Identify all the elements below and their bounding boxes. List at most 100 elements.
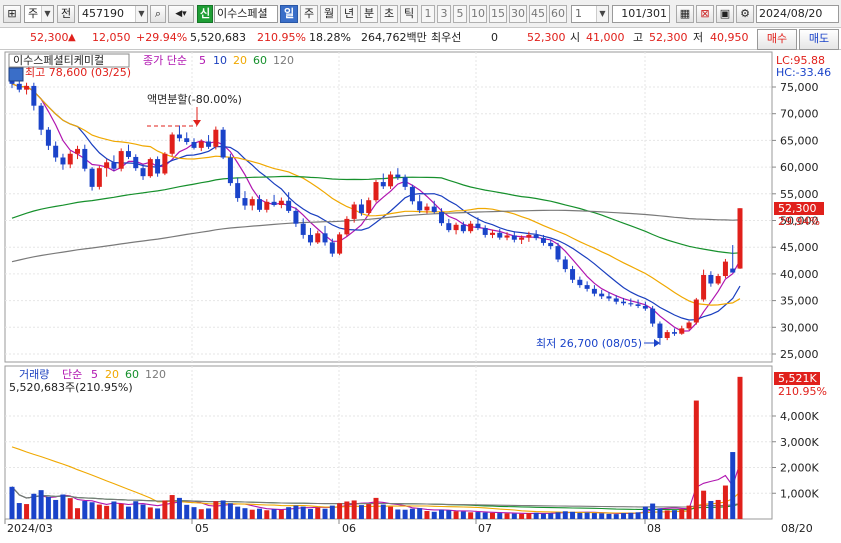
volume-bar <box>439 509 445 519</box>
last-vol-tag: 5,521K <box>778 372 817 385</box>
volume-bar <box>431 511 437 519</box>
chart-add-icon[interactable]: ⊠ <box>696 5 714 23</box>
volume-ma-60-label: 60 <box>125 368 139 381</box>
candle-body <box>82 148 88 169</box>
lc-value: LC:95.88 <box>776 54 825 67</box>
market-select-value: 주 <box>28 7 39 20</box>
candle-body <box>453 224 459 231</box>
ma-120-label: 120 <box>273 54 294 67</box>
interval-select[interactable]: 1 ▼ <box>571 5 609 23</box>
period-second[interactable]: 초 <box>380 5 398 23</box>
candle-body <box>380 182 386 187</box>
period-day[interactable]: 일 <box>280 5 298 23</box>
candle-body <box>278 200 284 206</box>
panel-menu-icon[interactable] <box>8 67 24 82</box>
interval-10[interactable]: 10 <box>469 5 487 23</box>
period-minute[interactable]: 분 <box>360 5 378 23</box>
volume-bar <box>373 497 379 519</box>
candle-body <box>679 328 685 334</box>
volume-title: 거래량 <box>19 368 49 381</box>
interval-15[interactable]: 15 <box>489 5 507 23</box>
volume-bar <box>722 485 728 519</box>
candle-body <box>482 227 488 235</box>
volume-bar <box>60 494 66 519</box>
stock-name-field[interactable]: 이수스페셜 <box>214 5 278 23</box>
save-icon[interactable]: ▣ <box>716 5 734 23</box>
stock-chart[interactable]: 75,000 70,000 65,000 60,000 55,000 50,000 45,0… <box>0 50 841 543</box>
price-tick-label: 30,000 <box>780 321 819 334</box>
volume-bar <box>380 504 386 519</box>
buy-button[interactable]: 매수 <box>757 29 797 50</box>
volume-bar <box>184 504 190 519</box>
speaker-icon[interactable]: ◀▾ <box>168 5 194 23</box>
volume-tick-label: 4,000K <box>780 410 819 423</box>
candle-body <box>176 134 182 139</box>
interval-60[interactable]: 60 <box>549 5 567 23</box>
volume-bar <box>562 511 568 519</box>
volume-bar <box>67 498 73 519</box>
high-price: 52,300 <box>649 31 688 44</box>
sell-button[interactable]: 매도 <box>799 29 839 50</box>
volume-bar <box>24 504 30 519</box>
market-select[interactable]: 주 ▼ <box>24 5 54 23</box>
chart-type-icon[interactable]: ⊞ <box>3 5 21 23</box>
code-input[interactable]: 457190 ▼ <box>78 5 148 23</box>
prev-button[interactable]: 전 <box>57 5 75 23</box>
candle-body <box>300 223 306 235</box>
interval-45[interactable]: 45 <box>529 5 547 23</box>
volume-bar <box>519 513 525 519</box>
candle-body <box>366 200 372 214</box>
volume-bar <box>38 490 44 519</box>
period-year[interactable]: 년 <box>340 5 358 23</box>
candle-body <box>67 153 73 165</box>
candle-body <box>439 211 445 224</box>
volume-bar <box>220 500 226 519</box>
interval-30[interactable]: 30 <box>509 5 527 23</box>
volume-bar <box>169 495 175 519</box>
period-month[interactable]: 월 <box>320 5 338 23</box>
chevron-down-icon: ▼ <box>41 6 53 22</box>
search-icon[interactable]: ⌕ <box>150 5 166 23</box>
data-counter-value: 101 <box>621 7 643 20</box>
volume-bar <box>621 513 627 519</box>
panel-title[interactable]: 이수스페셜티케미컬 <box>13 54 104 67</box>
x-label-06: 06 <box>342 522 356 535</box>
volume-bar <box>82 500 88 519</box>
candle-body <box>635 304 641 306</box>
volume-bar <box>409 508 415 519</box>
candle-body <box>489 232 495 235</box>
volume-bar <box>540 513 546 519</box>
date-field[interactable]: 2024/08/20 <box>756 5 839 23</box>
ma-60-label: 60 <box>253 54 267 67</box>
low-price: 40,950 <box>710 31 749 44</box>
panel-title-box[interactable] <box>8 53 130 68</box>
candle-body <box>693 299 699 323</box>
x-label-05: 05 <box>195 522 209 535</box>
volume-bar <box>322 508 328 519</box>
volume-ma-5-label: 5 <box>91 368 98 381</box>
candle-body <box>337 234 343 254</box>
volume-bar <box>358 505 364 519</box>
gear-icon[interactable]: ⚙ <box>736 5 754 23</box>
volume-bar <box>286 507 292 519</box>
data-counter-total: /301 <box>642 7 667 20</box>
interval-select-value: 1 <box>575 7 582 20</box>
period-week[interactable]: 주 <box>300 5 318 23</box>
candle-body <box>38 105 44 130</box>
volume-bar <box>395 509 401 519</box>
interval-5[interactable]: 5 <box>453 5 467 23</box>
hc-value: HC:-33.46 <box>776 66 831 79</box>
volume-bar <box>475 512 481 519</box>
low-label: 저 <box>693 31 704 44</box>
last-vol-pct: 210.95% <box>778 385 827 398</box>
candle-body <box>147 159 153 177</box>
ma-20-label: 20 <box>233 54 247 67</box>
interval-1[interactable]: 1 <box>421 5 435 23</box>
candle-body <box>235 183 241 199</box>
period-tick[interactable]: 틱 <box>400 5 418 23</box>
ma-label: 종가 단순 <box>143 54 187 67</box>
grid-settings-icon[interactable]: ▦ <box>676 5 694 23</box>
data-counter[interactable]: 101/301 <box>612 5 670 23</box>
interval-3[interactable]: 3 <box>437 5 451 23</box>
up-arrow-icon: ▲ <box>68 32 76 43</box>
